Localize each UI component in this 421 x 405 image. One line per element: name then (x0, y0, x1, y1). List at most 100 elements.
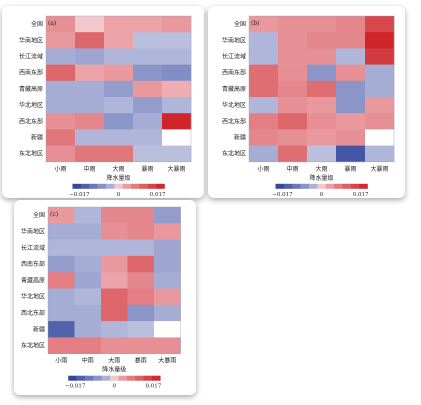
colorbar-segment (93, 375, 103, 381)
heatmap-cell (74, 272, 102, 289)
row-label: 东北地区 (21, 342, 45, 350)
heatmap-cell (336, 32, 366, 49)
colorbar-segment (68, 375, 77, 381)
colorbar-tick-label: −0.017 (65, 384, 86, 390)
colorbar-segment (308, 183, 318, 189)
heatmap-cell (48, 337, 75, 354)
heatmap-cell (278, 48, 308, 65)
colorbar-tick-label: 0 (117, 192, 121, 198)
heatmap-cell (278, 16, 308, 33)
heatmap-cell (278, 129, 308, 146)
heatmap-cell (154, 304, 181, 322)
heatmap-cell (154, 207, 181, 224)
column-label: 大暴雨 (370, 165, 388, 173)
column-label: 大暴雨 (158, 357, 176, 365)
colorbar-segment (105, 183, 115, 189)
heatmap-cell (75, 97, 105, 114)
heatmap-cell (162, 32, 192, 49)
heatmap-cell (46, 97, 76, 114)
heatmap-panel-a: (a) 全国 华南地区 长江流域 西南东部 青藏高原 华北地区 西北东部 新疆 东北地区 小雨 中雨 大… (2, 6, 204, 198)
heatmap-cell (278, 32, 308, 49)
panel-label: (a) (48, 20, 56, 27)
heatmap-cell (336, 97, 366, 114)
heatmap-frame (248, 15, 395, 163)
heatmap-cell (104, 145, 134, 163)
heatmap-cell (307, 129, 337, 146)
row-label: 西北东部 (21, 309, 45, 317)
colorbar-segment (72, 183, 82, 189)
row-label: 西南东部 (19, 69, 43, 77)
heatmap-cell (154, 239, 181, 257)
heatmap-cell (74, 255, 102, 273)
colorbar-tick-label: −0.017 (272, 192, 293, 198)
column-label: 中雨 (286, 165, 298, 173)
row-label: 西南东部 (222, 69, 246, 77)
column-label: 大雨 (315, 165, 327, 173)
row-label: 长江流域 (222, 53, 246, 61)
heatmap-cell (46, 32, 76, 49)
heatmap-cell (101, 207, 128, 224)
heatmap-cell (162, 113, 192, 130)
panel-label: (b) (251, 20, 260, 27)
heatmap-cell (365, 145, 395, 163)
heatmap-cell (48, 223, 75, 240)
heatmap-cell (307, 80, 337, 98)
heatmap-cell (133, 97, 163, 114)
heatmap-cell (75, 64, 105, 82)
row-label: 新疆 (33, 325, 45, 333)
row-label: 青藏高原 (19, 85, 43, 93)
heatmap-cell (74, 223, 102, 240)
column-label: 暴雨 (344, 166, 356, 173)
heatmap-cell (104, 97, 134, 114)
heatmap-cell (162, 129, 192, 146)
row-label: 长江流域 (19, 53, 43, 61)
row-label: 全国 (31, 20, 43, 28)
heatmap-cell (365, 113, 395, 130)
heatmap-cell (154, 337, 181, 354)
heatmap-cell (307, 32, 337, 49)
colorbar-segment (342, 183, 352, 189)
colorbar-segment (325, 183, 335, 189)
heatmap-cell (104, 113, 134, 130)
heatmap-cell (75, 80, 105, 98)
heatmap-cell (133, 16, 163, 33)
row-label: 新疆 (31, 134, 43, 142)
row-label: 华南地区 (222, 36, 246, 44)
heatmap-cell (46, 48, 76, 65)
colorbar-tick-label: 0.017 (353, 192, 369, 198)
heatmap-cell (74, 337, 102, 354)
colorbar-segment (84, 375, 94, 381)
heatmap-cell (278, 97, 308, 114)
heatmap-cell (249, 80, 279, 98)
heatmap-cell (46, 129, 76, 146)
heatmap-cell (162, 80, 192, 98)
heatmap-cell (162, 145, 192, 163)
colorbar-tick-label: 0 (320, 192, 324, 198)
colorbar-segment (334, 183, 343, 189)
heatmap-cell (365, 32, 395, 49)
heatmap-cell (249, 113, 279, 130)
heatmap-cell (104, 16, 134, 33)
heatmap-cell (336, 64, 366, 82)
heatmap-cell (75, 145, 105, 163)
heatmap-cell (278, 80, 308, 98)
heatmap-cell (133, 48, 163, 65)
row-label: 华北地区 (21, 293, 45, 301)
x-axis-title: 降水量级 (309, 174, 333, 182)
heatmap-cell (307, 48, 337, 65)
heatmap-cell (48, 239, 75, 257)
column-label: 中雨 (83, 165, 95, 173)
heatmap-cell (104, 129, 134, 146)
heatmap-cell (249, 16, 279, 33)
column-label: 小雨 (257, 165, 269, 173)
row-label: 华南地区 (21, 227, 45, 235)
colorbar-segment (131, 183, 140, 189)
heatmap-cell (278, 64, 308, 82)
heatmap-cell (133, 129, 163, 146)
heatmap-cell (127, 255, 155, 273)
heatmap-cell (75, 16, 105, 33)
column-label: 暴雨 (141, 166, 153, 173)
heatmap-cell (127, 239, 155, 257)
heatmap-cell (46, 80, 76, 98)
